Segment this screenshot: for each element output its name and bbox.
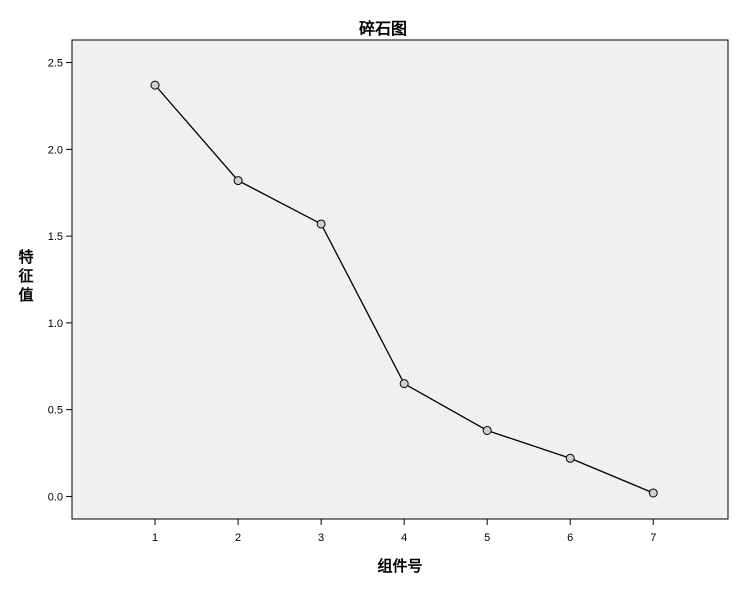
data-point bbox=[399, 379, 409, 389]
y-tick-label: 2.0 bbox=[48, 144, 63, 156]
series-layer bbox=[150, 80, 658, 498]
x-axis-label: 组件号 bbox=[377, 557, 422, 575]
y-axis-ticks: 0.0 0.5 1.0 1.5 2.0 2.5 bbox=[48, 58, 72, 503]
y-tick-label: 0.5 bbox=[48, 405, 63, 417]
x-tick-label: 3 bbox=[318, 532, 324, 544]
plot-area bbox=[71, 39, 729, 520]
x-tick-label: 5 bbox=[484, 532, 490, 544]
chart-title: 碎石图 bbox=[359, 19, 407, 38]
x-tick-label: 2 bbox=[235, 532, 241, 544]
data-point bbox=[482, 425, 492, 435]
y-tick-label: 0.0 bbox=[48, 491, 63, 503]
data-point bbox=[233, 176, 243, 186]
data-point bbox=[150, 80, 160, 90]
x-tick-label: 7 bbox=[650, 532, 656, 544]
y-tick-label: 1.5 bbox=[48, 231, 63, 243]
x-tick-label: 6 bbox=[567, 532, 573, 544]
x-axis-ticks: 1 2 3 4 5 6 7 bbox=[152, 519, 656, 544]
data-point bbox=[648, 488, 658, 498]
x-tick-label: 1 bbox=[152, 532, 158, 544]
y-tick-label: 1.0 bbox=[48, 318, 63, 330]
y-axis-label: 特征值 bbox=[18, 248, 33, 304]
data-point bbox=[316, 219, 326, 229]
y-tick-label: 2.5 bbox=[48, 58, 63, 70]
data-point bbox=[565, 453, 575, 463]
x-tick-label: 4 bbox=[401, 532, 407, 544]
